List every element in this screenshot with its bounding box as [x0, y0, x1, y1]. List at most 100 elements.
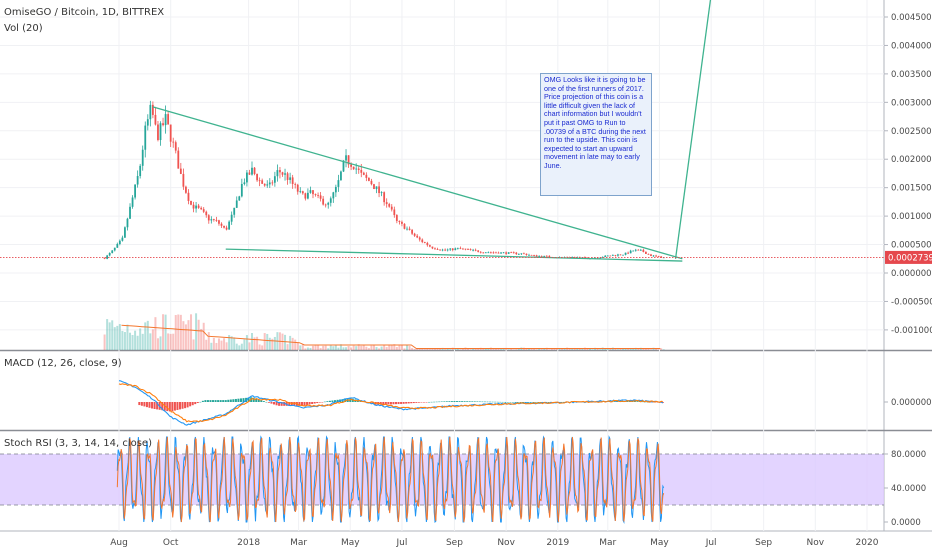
macd-histogram-bar — [633, 401, 636, 402]
price-candle-body — [543, 255, 546, 257]
price-candle-body — [441, 249, 444, 251]
macd-histogram-bar — [435, 401, 438, 403]
macd-histogram-bar — [311, 402, 314, 404]
volume-bar — [474, 348, 477, 350]
volume-bar — [271, 338, 274, 350]
macd-histogram-bar — [641, 401, 644, 403]
price-candle-body — [434, 248, 436, 250]
price-candle-body — [314, 194, 317, 196]
price-candle-body — [495, 252, 497, 254]
price-candle-body — [467, 249, 469, 250]
volume-bar — [530, 349, 533, 350]
macd-histogram-bar — [331, 400, 334, 402]
price-candle-body — [606, 255, 609, 257]
volume-bar — [588, 348, 591, 350]
price-candle-body — [645, 251, 647, 254]
price-candle-body — [464, 248, 467, 250]
price-candle-body — [639, 249, 642, 251]
time-axis-label: Sep — [755, 538, 772, 548]
volume-bar — [184, 324, 187, 350]
price-candle-body — [164, 114, 167, 126]
price-candle-body — [604, 255, 607, 258]
volume-bar — [116, 325, 119, 350]
price-candle-body — [385, 202, 388, 205]
macd-histogram-bar — [455, 401, 458, 402]
macd-histogram-bar — [560, 401, 563, 403]
macd-histogram-bar — [405, 402, 408, 404]
price-candle-body — [121, 237, 124, 241]
volume-bar — [578, 348, 581, 350]
trendline — [225, 248, 683, 262]
volume-bar — [609, 348, 612, 350]
volume-bar — [317, 345, 320, 350]
price-candle-body — [449, 248, 452, 250]
macd-histogram-bar — [316, 402, 319, 404]
volume-bar — [207, 332, 210, 350]
volume-bar — [245, 335, 248, 350]
price-candle-body — [294, 183, 297, 185]
price-candle-body — [401, 221, 403, 224]
price-candle-body — [617, 254, 619, 256]
macd-histogram-bar — [201, 400, 204, 402]
macd-histogram-bar — [534, 402, 537, 403]
volume-bar — [301, 344, 304, 350]
volume-bar — [406, 344, 409, 350]
volume-bar — [263, 333, 266, 350]
macd-histogram-bar — [389, 402, 392, 405]
price-candle-body — [462, 248, 464, 250]
candle-layer — [103, 100, 665, 260]
macd-histogram-bar — [626, 401, 629, 402]
price-candle-body — [207, 215, 210, 221]
price-candle-body — [454, 248, 457, 251]
price-axis-label: 0.00200000 — [891, 155, 932, 165]
price-candle-body — [484, 252, 487, 254]
volume-bar — [339, 344, 342, 350]
volume-bar — [217, 338, 220, 350]
price-candle-body — [309, 190, 312, 193]
volume-bar — [507, 349, 510, 350]
volume-bar — [210, 342, 213, 350]
price-candle-body — [312, 190, 314, 195]
volume-bar — [596, 348, 599, 350]
volume-label: Vol (20) — [4, 23, 43, 34]
volume-bar — [624, 348, 627, 350]
volume-bar — [141, 333, 144, 350]
price-candle-body — [627, 252, 630, 254]
volume-bar — [533, 348, 536, 350]
volume-bar — [568, 348, 571, 350]
macd-histogram-bar — [483, 401, 486, 403]
volume-bar — [510, 348, 513, 350]
price-candle-body — [599, 257, 602, 259]
price-candle-body — [535, 255, 538, 257]
volume-bar — [261, 345, 264, 350]
macd-histogram-bar — [262, 401, 265, 402]
annotation-note[interactable]: OMG Looks like it is going to be one of … — [540, 73, 652, 196]
price-candle-body — [317, 195, 319, 196]
macd-histogram-bar — [143, 402, 146, 407]
macd-histogram-bar — [453, 401, 456, 402]
volume-bar — [291, 337, 294, 350]
volume-bar — [258, 344, 261, 350]
price-candle-body — [540, 256, 543, 257]
macd-histogram-bar — [265, 401, 268, 403]
macd-histogram-bar — [397, 402, 400, 405]
volume-bar — [571, 349, 574, 350]
macd-histogram-bar — [298, 402, 301, 406]
price-candle-body — [256, 173, 258, 181]
price-candle-body — [195, 205, 197, 209]
price-candle-body — [456, 247, 459, 249]
macd-histogram-bar — [199, 401, 202, 403]
volume-bar — [413, 348, 416, 350]
volume-bar — [284, 334, 287, 350]
macd-histogram-bar — [509, 402, 512, 403]
price-candle-body — [347, 155, 350, 165]
volume-bar — [472, 348, 475, 350]
price-axis-label: 0.00050000 — [891, 241, 932, 251]
price-candle-body — [205, 211, 208, 216]
macd-histogram-bar — [227, 399, 230, 402]
price-candle-body — [334, 186, 337, 193]
macd-histogram-bar — [494, 401, 497, 403]
volume-bar — [649, 349, 652, 350]
volume-bar — [644, 348, 647, 350]
